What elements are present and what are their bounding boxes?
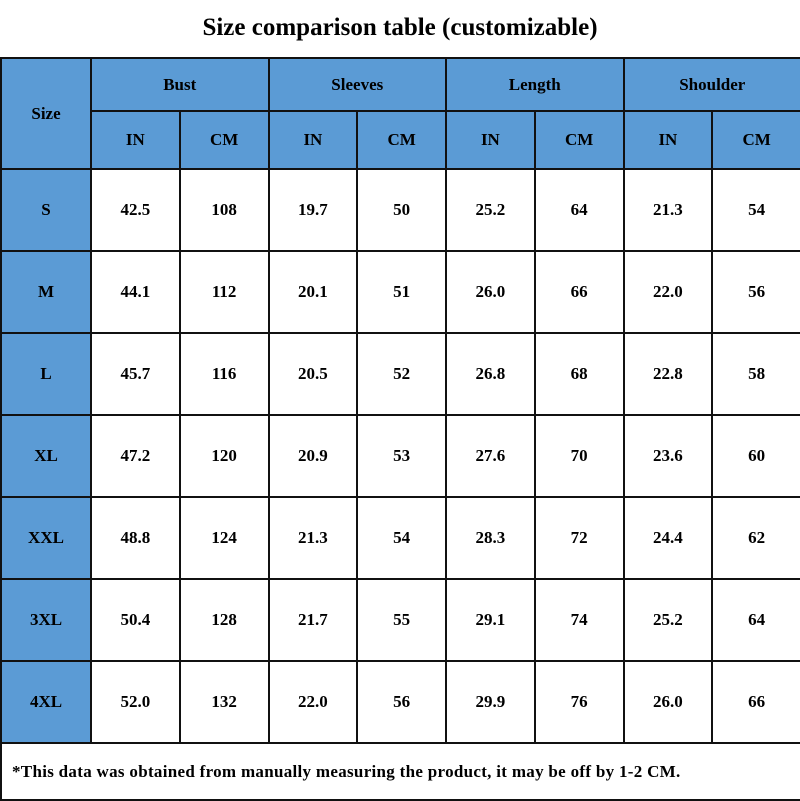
measurement-cell: 50 (356, 168, 448, 252)
table-row: 3XL 50.4 128 21.7 55 29.1 74 25.2 64 (0, 578, 800, 662)
measurement-cell: 29.1 (445, 578, 536, 662)
measurement-cell: 51 (356, 250, 448, 334)
size-table: Size Bust Sleeves Length Shoulder IN CM IN CM I… (0, 57, 800, 801)
size-label: 3XL (0, 578, 92, 662)
unit-header-cm: CM (533, 110, 625, 170)
measurement-cell: 28.3 (445, 496, 536, 580)
unit-header-in: IN (445, 110, 536, 170)
measurement-cell: 20.9 (267, 414, 359, 498)
measurement-cell: 124 (178, 496, 270, 580)
measurement-cell: 42.5 (90, 168, 181, 252)
table-row: XXL 48.8 124 21.3 54 28.3 72 24.4 62 (0, 496, 800, 580)
measurement-cell: 20.1 (267, 250, 359, 334)
group-header-length: Length (445, 57, 625, 112)
measurement-cell: 26.8 (445, 332, 536, 416)
table-row: M 44.1 112 20.1 51 26.0 66 22.0 56 (0, 250, 800, 334)
measurement-cell: 64 (711, 578, 800, 662)
group-header-shoulder: Shoulder (622, 57, 800, 112)
measurement-cell: 76 (533, 660, 625, 744)
measurement-cell: 45.7 (90, 332, 181, 416)
measurement-cell: 108 (178, 168, 270, 252)
measurement-cell: 22.8 (622, 332, 714, 416)
measurement-cell: 120 (178, 414, 270, 498)
size-label: 4XL (0, 660, 92, 744)
measurement-cell: 26.0 (445, 250, 536, 334)
group-header-bust: Bust (90, 57, 270, 112)
size-header: Size (0, 57, 92, 170)
size-label: S (0, 168, 92, 252)
measurement-cell: 44.1 (90, 250, 181, 334)
measurement-cell: 52 (356, 332, 448, 416)
measurement-cell: 50.4 (90, 578, 181, 662)
size-label: XL (0, 414, 92, 498)
measurement-cell: 132 (178, 660, 270, 744)
measurement-cell: 68 (533, 332, 625, 416)
measurement-cell: 24.4 (622, 496, 714, 580)
measurement-cell: 62 (711, 496, 800, 580)
measurement-cell: 54 (711, 168, 800, 252)
measurement-cell: 21.3 (622, 168, 714, 252)
measurement-cell: 48.8 (90, 496, 181, 580)
unit-header-cm: CM (178, 110, 270, 170)
measurement-cell: 25.2 (445, 168, 536, 252)
measurement-cell: 52.0 (90, 660, 181, 744)
measurement-cell: 19.7 (267, 168, 359, 252)
measurement-cell: 54 (356, 496, 448, 580)
measurement-cell: 74 (533, 578, 625, 662)
footnote: *This data was obtained from manually me… (0, 742, 800, 801)
measurement-cell: 53 (356, 414, 448, 498)
measurement-cell: 56 (356, 660, 448, 744)
measurement-cell: 56 (711, 250, 800, 334)
unit-header-in: IN (267, 110, 359, 170)
measurement-cell: 22.0 (267, 660, 359, 744)
table-row: L 45.7 116 20.5 52 26.8 68 22.8 58 (0, 332, 800, 416)
measurement-cell: 22.0 (622, 250, 714, 334)
measurement-cell: 55 (356, 578, 448, 662)
measurement-cell: 60 (711, 414, 800, 498)
measurement-cell: 58 (711, 332, 800, 416)
measurement-cell: 116 (178, 332, 270, 416)
page-title: Size comparison table (customizable) (202, 14, 598, 41)
measurement-cell: 29.9 (445, 660, 536, 744)
measurement-cell: 66 (533, 250, 625, 334)
measurement-cell: 112 (178, 250, 270, 334)
size-label: L (0, 332, 92, 416)
measurement-cell: 23.6 (622, 414, 714, 498)
measurement-cell: 128 (178, 578, 270, 662)
unit-header-in: IN (90, 110, 181, 170)
measurement-cell: 21.7 (267, 578, 359, 662)
measurement-cell: 72 (533, 496, 625, 580)
measurement-cell: 27.6 (445, 414, 536, 498)
measurement-cell: 47.2 (90, 414, 181, 498)
measurement-cell: 25.2 (622, 578, 714, 662)
size-label: XXL (0, 496, 92, 580)
table-row: 4XL 52.0 132 22.0 56 29.9 76 26.0 66 (0, 660, 800, 744)
measurement-cell: 21.3 (267, 496, 359, 580)
measurement-cell: 70 (533, 414, 625, 498)
unit-header-cm: CM (356, 110, 448, 170)
measurement-cell: 26.0 (622, 660, 714, 744)
table-row: S 42.5 108 19.7 50 25.2 64 21.3 54 (0, 168, 800, 252)
unit-header-in: IN (622, 110, 714, 170)
measurement-cell: 66 (711, 660, 800, 744)
size-label: M (0, 250, 92, 334)
measurement-cell: 20.5 (267, 332, 359, 416)
unit-header-cm: CM (711, 110, 800, 170)
measurement-cell: 64 (533, 168, 625, 252)
table-row: XL 47.2 120 20.9 53 27.6 70 23.6 60 (0, 414, 800, 498)
group-header-sleeves: Sleeves (267, 57, 448, 112)
